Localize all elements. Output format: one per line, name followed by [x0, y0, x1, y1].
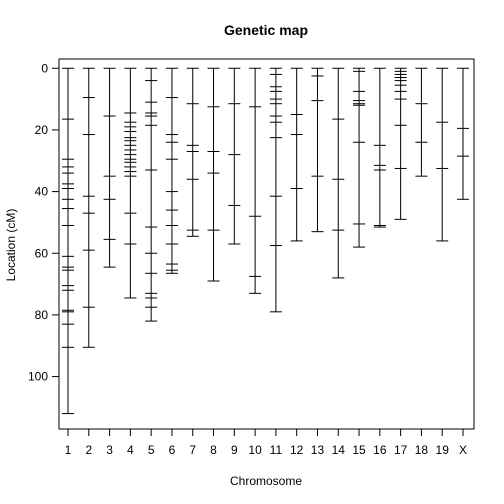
x-axis: 1 2 3 4 5 6 7 8 9 10 11 12 13 14 15 16 17 18 19 X: [65, 429, 467, 457]
chromosome-6: [165, 67, 178, 274]
x-tick-label: 11: [270, 443, 283, 457]
chromosome-16: [373, 67, 386, 228]
x-tick-label: 14: [332, 443, 346, 457]
x-tick-label: 15: [352, 443, 366, 457]
chromosome-group: [62, 67, 469, 415]
x-tick-label: 4: [127, 443, 134, 457]
chromosome-3: [103, 67, 116, 268]
x-axis-label: Chromosome: [230, 474, 302, 488]
chromosome-5: [145, 67, 158, 322]
chromosome-1: [62, 67, 74, 415]
chromosome-10: [249, 67, 262, 294]
x-tick-label: 10: [248, 443, 262, 457]
y-tick-label: 40: [35, 185, 49, 199]
chromosome-14: [332, 67, 345, 279]
chromosome-9: [228, 67, 241, 245]
x-tick-label: 1: [65, 443, 72, 457]
y-axis-label: Location (cM): [4, 209, 18, 282]
chromosome-7: [186, 67, 199, 237]
x-tick-label: 2: [85, 443, 92, 457]
x-tick-label: 8: [210, 443, 217, 457]
x-tick-label: 6: [169, 443, 176, 457]
x-tick-label: 18: [415, 443, 429, 457]
chromosome-8: [207, 67, 220, 282]
y-tick-label: 80: [35, 308, 49, 322]
x-tick-label: 7: [189, 443, 196, 457]
x-tick-label: 5: [148, 443, 155, 457]
chromosome-18: [415, 67, 428, 177]
y-tick-label: 100: [28, 370, 48, 384]
chromosome-13: [311, 67, 324, 233]
chromosome-11: [269, 67, 282, 313]
chromosome-4: [124, 67, 137, 299]
x-tick-label: 19: [436, 443, 450, 457]
x-tick-label: 13: [311, 443, 325, 457]
x-tick-label: 12: [290, 443, 304, 457]
x-tick-label: 9: [231, 443, 238, 457]
chromosome-2: [82, 67, 95, 348]
y-tick-label: 60: [35, 246, 49, 260]
chromosome-19: [436, 67, 449, 242]
x-tick-label: X: [459, 443, 467, 457]
chromosome-17: [394, 67, 407, 220]
y-axis: 0 20 40 60 80 100: [28, 61, 59, 384]
x-tick-label: 16: [373, 443, 387, 457]
x-tick-label: 3: [106, 443, 113, 457]
chromosome-15: [353, 67, 366, 248]
x-tick-label: 17: [394, 443, 408, 457]
y-tick-label: 20: [35, 123, 49, 137]
chart-title: Genetic map: [224, 22, 308, 38]
plot-frame: [58, 58, 475, 430]
chromosome-12: [290, 67, 303, 242]
y-tick-label: 0: [41, 61, 48, 75]
chromosome-X: [457, 67, 469, 200]
